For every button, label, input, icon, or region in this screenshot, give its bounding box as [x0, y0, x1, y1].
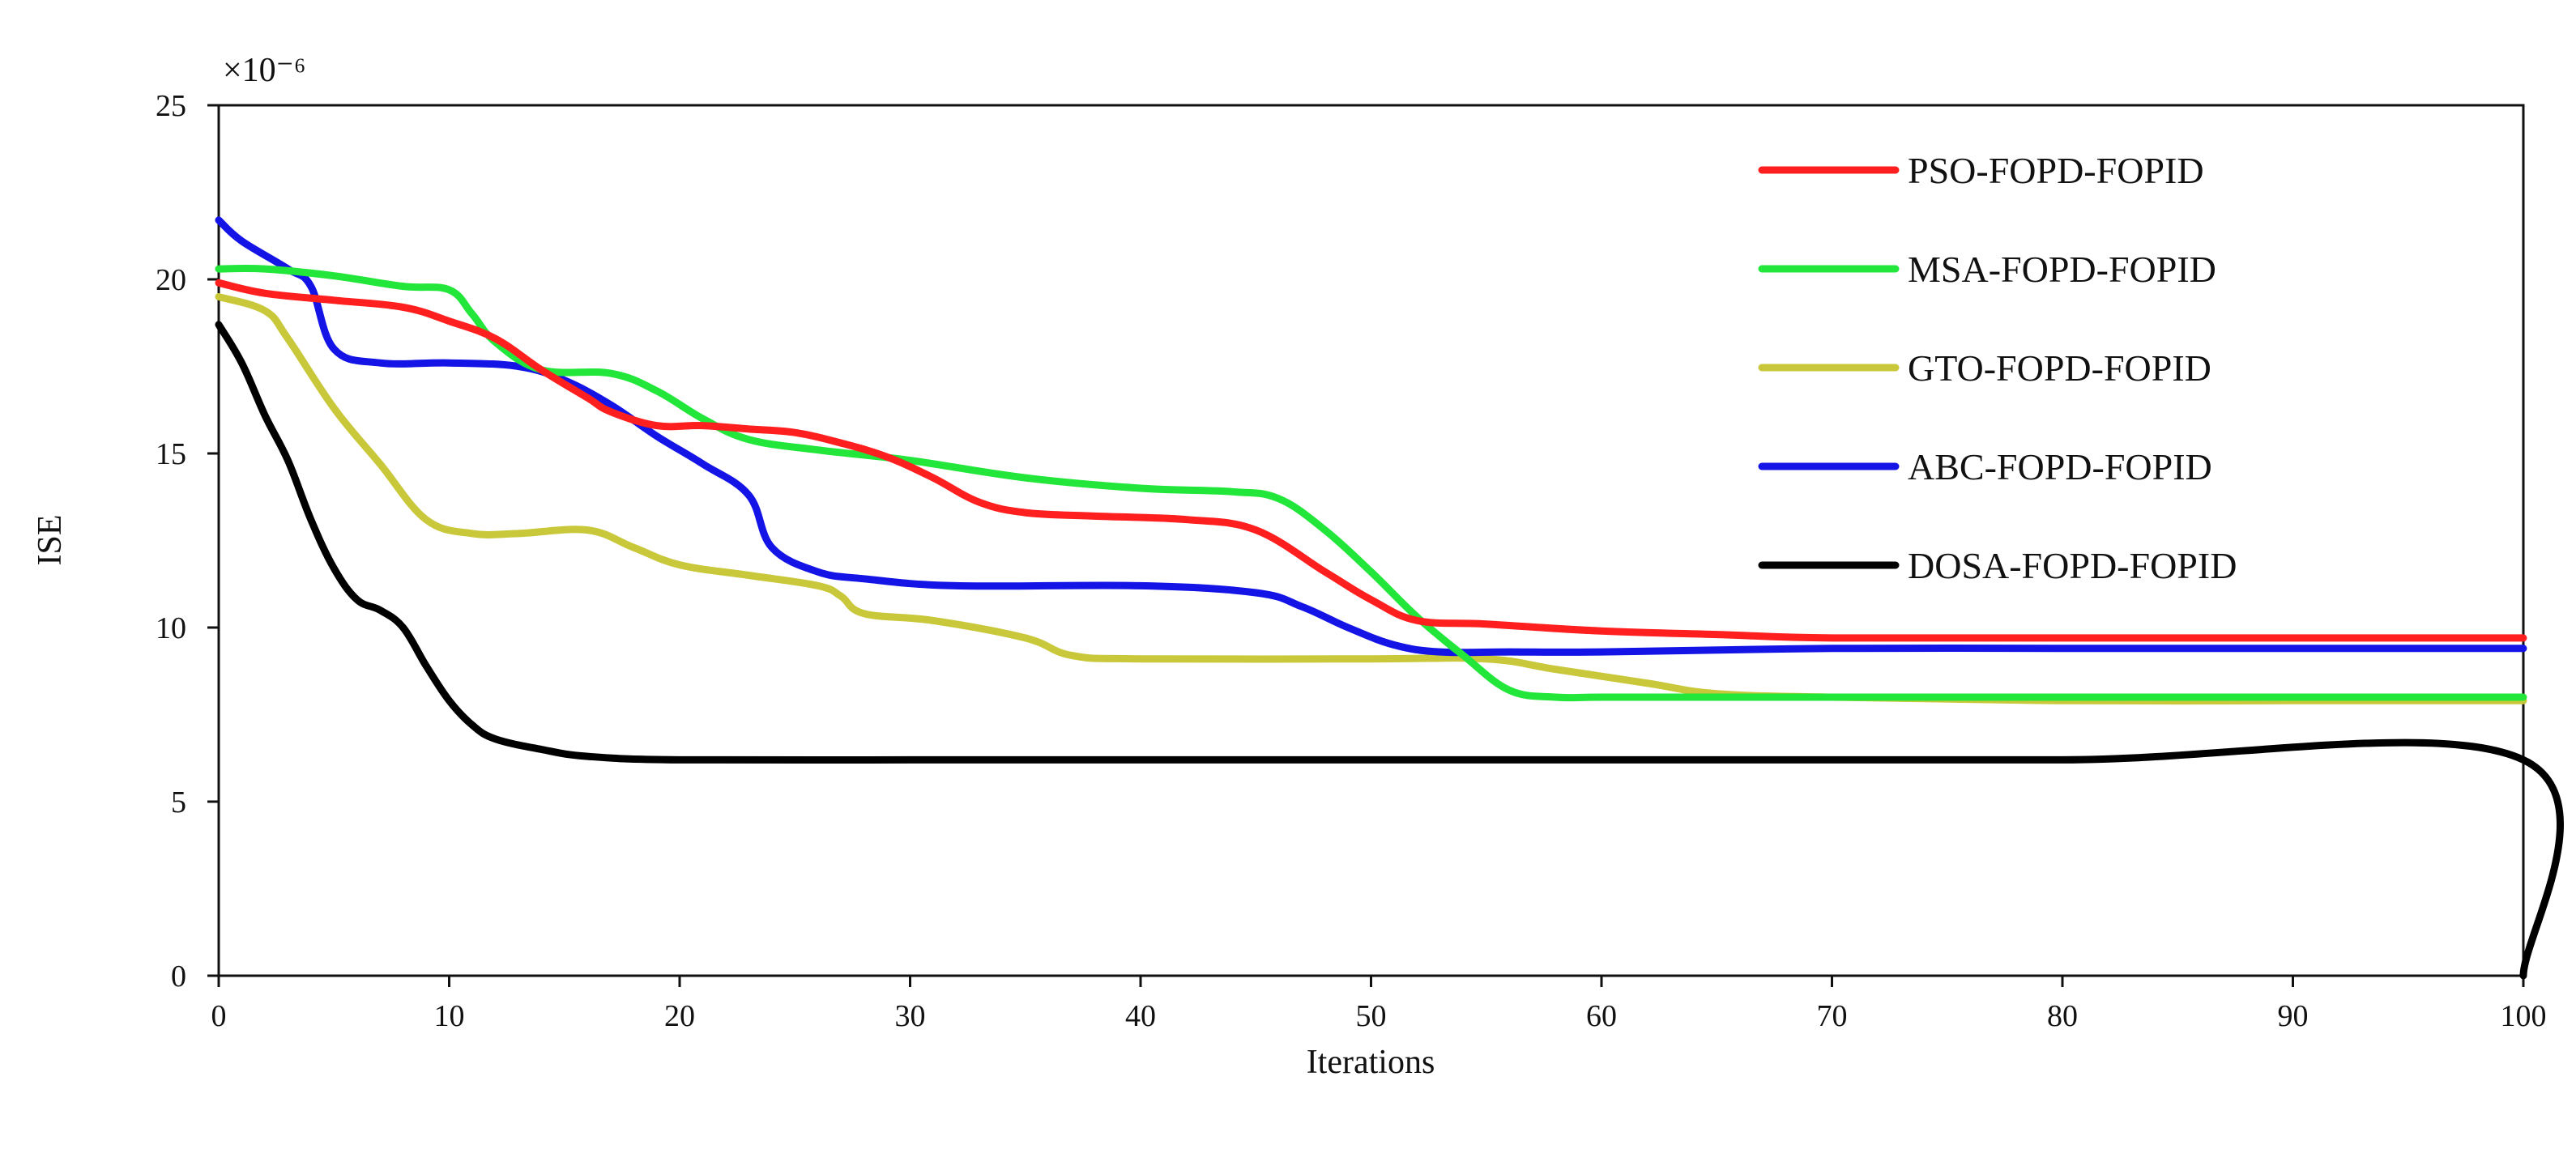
y-exponent-label: ×10⁻⁶	[223, 52, 306, 89]
y-tick-label: 0	[171, 960, 186, 994]
y-axis-ticks: 0 5 10 15 20 25	[156, 89, 219, 994]
series-line-dosa	[215, 321, 2564, 980]
y-tick-label: 20	[156, 263, 186, 297]
x-tick-label: 80	[2047, 999, 2078, 1033]
series-line-abc	[215, 216, 2527, 657]
x-tick-label: 0	[211, 999, 227, 1033]
legend-label-pso: PSO-FOPD-FOPID	[1908, 150, 2204, 191]
legend-label-gto: GTO-FOPD-FOPID	[1908, 347, 2211, 389]
x-tick-label: 20	[664, 999, 695, 1033]
x-tick-label: 50	[1356, 999, 1387, 1033]
plot-frame	[217, 104, 2525, 977]
x-tick-label: 10	[434, 999, 465, 1033]
x-tick-label: 100	[2501, 999, 2547, 1033]
y-tick-label: 5	[171, 785, 186, 819]
legend-label-abc: ABC-FOPD-FOPID	[1908, 446, 2212, 487]
x-tick-label: 90	[2278, 999, 2309, 1033]
y-tick-label: 15	[156, 437, 186, 471]
x-axis-label: Iterations	[1307, 1044, 1435, 1081]
x-tick-label: 60	[1586, 999, 1617, 1033]
legend-label-msa: MSA-FOPD-FOPID	[1908, 249, 2216, 290]
series-layer	[215, 216, 2564, 980]
y-axis-label: ISE	[32, 515, 69, 566]
x-tick-label: 30	[895, 999, 926, 1033]
legend-label-dosa: DOSA-FOPD-FOPID	[1908, 545, 2237, 586]
y-tick-label: 10	[156, 611, 186, 645]
series-line-msa	[215, 264, 2527, 702]
y-tick-label: 25	[156, 89, 186, 123]
x-axis-ticks: 0 10 20 30 40 50 60 70 80 90 100	[211, 976, 2547, 1033]
x-tick-label: 40	[1125, 999, 1156, 1033]
x-tick-label: 70	[1817, 999, 1848, 1033]
series-line-pso	[215, 279, 2527, 642]
legend: PSO-FOPD-FOPID MSA-FOPD-FOPID GTO-FOPD-FOP…	[1758, 150, 2237, 586]
